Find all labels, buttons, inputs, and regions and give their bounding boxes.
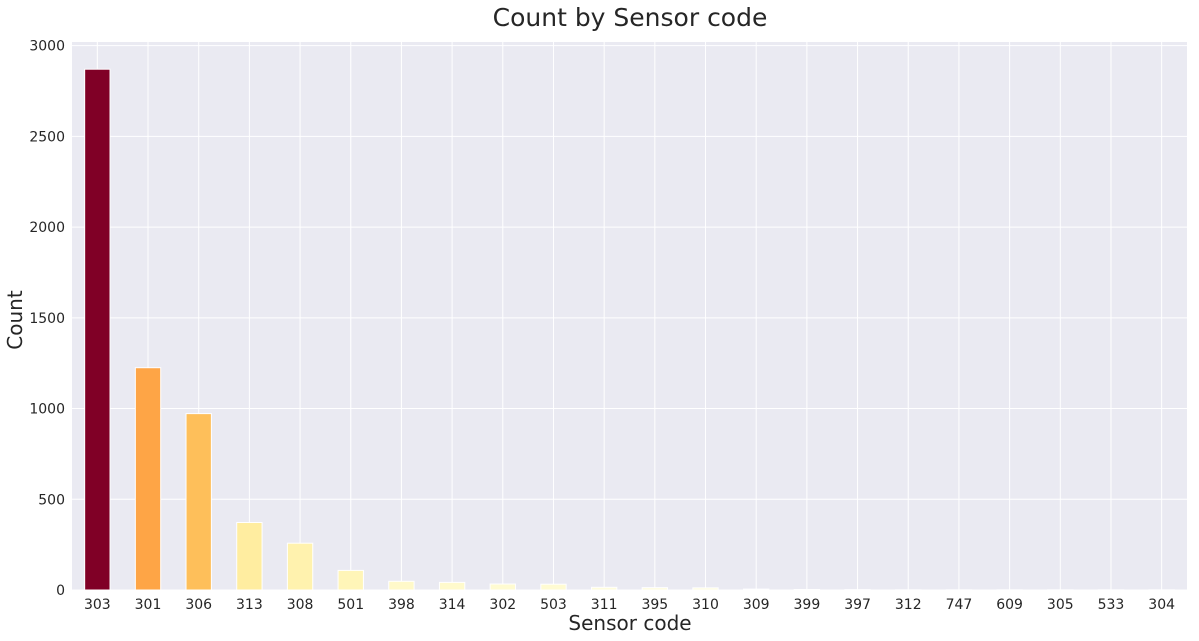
x-tick-label: 313 [236, 597, 263, 613]
bar-395 [641, 587, 669, 591]
x-tick-label: 314 [439, 597, 466, 613]
bar-310 [692, 587, 719, 591]
x-tick-labels: 303 301 306 313 308 501 398 314 302 503 311 395 310 3… [84, 597, 1175, 613]
bar-306 [185, 413, 212, 591]
x-tick-label: 609 [996, 597, 1023, 613]
x-tick-label: 305 [1047, 597, 1074, 613]
bar-308 [286, 542, 314, 591]
y-axis-label: Count [3, 290, 27, 350]
x-tick-label: 501 [337, 597, 364, 613]
grid-lines [72, 42, 1187, 591]
bar-312 [895, 589, 922, 591]
bar-397 [844, 589, 871, 591]
x-tick-label: 306 [185, 597, 212, 613]
bar-305 [1047, 589, 1074, 591]
y-tick-label: 500 [38, 492, 65, 508]
bar-399 [793, 588, 821, 591]
chart-title: Count by Sensor code [493, 3, 768, 32]
x-axis-label: Sensor code [568, 611, 691, 635]
y-tick-label: 1500 [29, 311, 65, 327]
bar-301 [134, 367, 162, 591]
bar-503 [540, 583, 567, 591]
y-tick-labels: 0 500 1000 1500 2000 2500 3000 [29, 39, 65, 599]
y-tick-label: 3000 [29, 39, 65, 55]
bar-313 [236, 521, 263, 591]
bar-747 [945, 589, 973, 591]
x-tick-label: 395 [641, 597, 668, 613]
x-tick-label: 310 [692, 597, 719, 613]
y-tick-label: 1000 [29, 402, 65, 418]
x-tick-label: 304 [1148, 597, 1175, 613]
x-tick-label: 312 [895, 597, 922, 613]
x-tick-label: 308 [287, 597, 314, 613]
x-tick-label: 303 [84, 597, 111, 613]
x-tick-label: 397 [844, 597, 871, 613]
bar-311 [590, 586, 618, 591]
x-tick-label: 398 [388, 597, 415, 613]
y-tick-label: 2000 [29, 220, 65, 236]
x-tick-label: 302 [489, 597, 516, 613]
bar-501 [337, 569, 364, 591]
bar-302 [489, 583, 516, 591]
bar-309 [743, 588, 770, 591]
bar-398 [388, 580, 415, 591]
y-tick-label: 0 [56, 583, 65, 599]
x-tick-label: 399 [794, 597, 821, 613]
plot-background [72, 42, 1187, 590]
bar-304 [1148, 589, 1175, 591]
x-tick-label: 301 [135, 597, 162, 613]
bar-533 [1097, 589, 1125, 591]
bar-314 [438, 581, 466, 591]
x-tick-label: 747 [946, 597, 973, 613]
x-tick-label: 311 [591, 597, 618, 613]
y-tick-label: 2500 [29, 129, 65, 145]
bar-609 [996, 589, 1023, 591]
bar-303 [84, 68, 111, 591]
x-tick-label: 309 [743, 597, 770, 613]
x-tick-label: 503 [540, 597, 567, 613]
bars [84, 68, 1175, 591]
x-tick-label: 533 [1098, 597, 1125, 613]
